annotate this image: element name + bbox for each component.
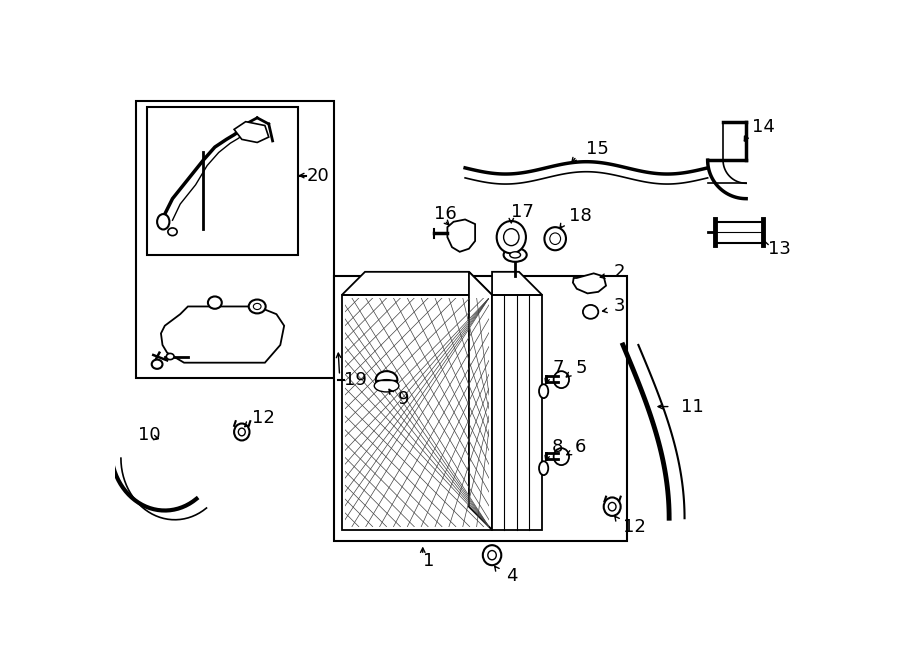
Text: 1: 1	[423, 551, 434, 570]
Text: 2: 2	[614, 263, 626, 281]
Text: 16: 16	[435, 205, 457, 223]
Ellipse shape	[608, 502, 616, 511]
Polygon shape	[492, 272, 542, 295]
Ellipse shape	[583, 305, 599, 319]
Ellipse shape	[554, 371, 569, 388]
Ellipse shape	[374, 379, 399, 392]
Text: 17: 17	[511, 203, 535, 221]
Text: 15: 15	[586, 139, 609, 157]
Text: 10: 10	[138, 426, 160, 444]
Ellipse shape	[248, 299, 266, 313]
Bar	[716, 222, 763, 243]
Text: 7: 7	[552, 359, 563, 377]
Ellipse shape	[509, 252, 520, 258]
Ellipse shape	[550, 233, 561, 245]
Polygon shape	[447, 219, 475, 252]
Polygon shape	[469, 272, 492, 529]
Bar	[147, 107, 298, 255]
Polygon shape	[573, 274, 606, 293]
Ellipse shape	[554, 448, 569, 465]
Ellipse shape	[488, 551, 496, 560]
Text: 11: 11	[680, 397, 704, 416]
Ellipse shape	[234, 424, 249, 440]
Text: 12: 12	[252, 409, 274, 427]
Ellipse shape	[482, 545, 501, 565]
Ellipse shape	[376, 371, 397, 388]
Ellipse shape	[539, 384, 548, 398]
Ellipse shape	[152, 360, 163, 369]
Polygon shape	[161, 307, 284, 363]
Ellipse shape	[208, 297, 221, 309]
Text: 14: 14	[752, 118, 775, 136]
Ellipse shape	[497, 221, 526, 253]
Text: 8: 8	[552, 438, 563, 456]
Ellipse shape	[168, 228, 177, 235]
Ellipse shape	[504, 229, 519, 246]
Text: 19: 19	[344, 371, 367, 389]
Text: 13: 13	[768, 240, 790, 258]
Polygon shape	[234, 122, 269, 143]
Ellipse shape	[544, 227, 566, 251]
Text: 20: 20	[307, 167, 329, 184]
Ellipse shape	[166, 354, 174, 360]
Ellipse shape	[604, 498, 621, 516]
Bar	[492, 295, 542, 529]
Text: 18: 18	[569, 208, 592, 225]
Bar	[334, 276, 626, 541]
Text: 9: 9	[398, 390, 410, 408]
Ellipse shape	[158, 214, 169, 229]
Bar	[342, 295, 492, 529]
Text: 3: 3	[614, 297, 626, 315]
Text: 12: 12	[623, 518, 646, 537]
Ellipse shape	[539, 461, 548, 475]
Text: 5: 5	[575, 359, 587, 377]
Text: 6: 6	[575, 438, 587, 456]
Ellipse shape	[254, 303, 261, 309]
Polygon shape	[342, 272, 492, 295]
Ellipse shape	[238, 428, 246, 436]
Text: 4: 4	[506, 567, 518, 585]
Bar	[136, 101, 334, 378]
Ellipse shape	[504, 248, 526, 262]
